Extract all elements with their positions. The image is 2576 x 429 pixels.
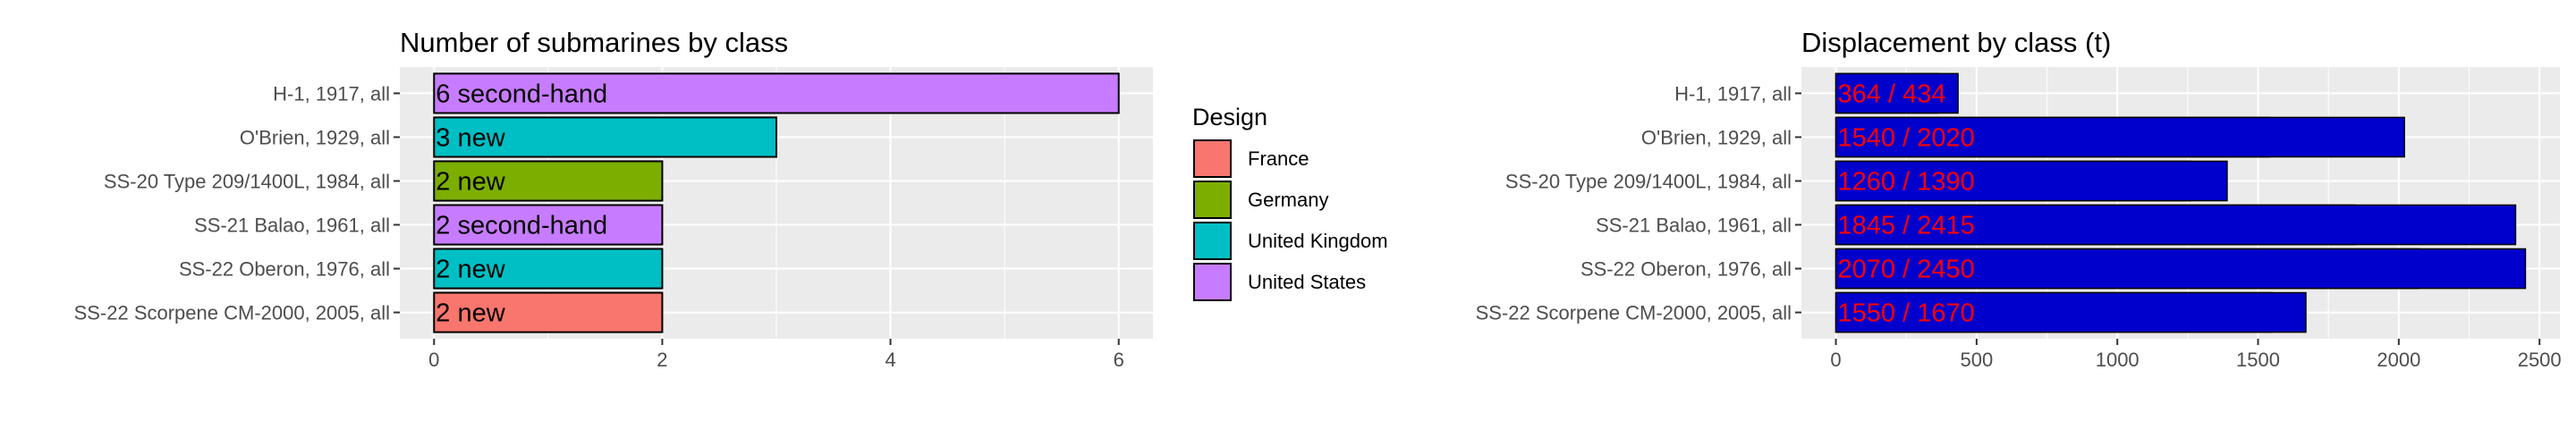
legend-label: Germany — [1248, 189, 1328, 211]
displacement-x-tick-label: 500 — [1961, 349, 1994, 371]
count-bar-label: 2 new — [436, 256, 505, 284]
displacement-x-tick-label: 2500 — [2518, 349, 2562, 371]
displacement-bar — [1835, 248, 2527, 290]
displacement-y-tick-label: H-1, 1917, all — [1674, 82, 1792, 105]
count-y-tick-label: H-1, 1917, all — [273, 82, 390, 105]
displacement-y-tick-label: O'Brien, 1929, all — [1641, 126, 1792, 148]
legend-label: United States — [1248, 271, 1366, 293]
count-bar-label: 2 second-hand — [436, 212, 607, 240]
count-y-tick-label: O'Brien, 1929, all — [240, 126, 390, 148]
count-bar — [433, 204, 664, 246]
legend-swatch — [1193, 263, 1232, 301]
displacement-x-tick-label: 1000 — [2096, 349, 2140, 371]
count-bar — [433, 291, 664, 333]
displacement-x-tick-label: 1500 — [2236, 349, 2280, 371]
count-x-tick-label: 6 — [1114, 349, 1124, 371]
count-y-tick-label: SS-22 Oberon, 1976, all — [179, 258, 390, 281]
legend-label: United Kingdom — [1248, 230, 1388, 252]
count-bar — [433, 160, 664, 202]
legend-label: France — [1248, 147, 1309, 170]
displacement-y-tick-label: SS-20 Type 209/1400L, 1984, all — [1505, 170, 1792, 192]
displacement-bar-label: 1260 / 1390 — [1838, 167, 1975, 196]
displacement-title: Displacement by class (t) — [1801, 27, 2111, 58]
count-bar — [433, 248, 664, 290]
count-y-tick-label: SS-21 Balao, 1961, all — [194, 214, 390, 237]
legend-swatch — [1193, 222, 1232, 260]
displacement-bar-label: 1845 / 2415 — [1838, 212, 1975, 240]
legend-swatch — [1193, 139, 1232, 178]
displacement-bar — [1835, 291, 2307, 333]
count-bar-label: 6 second-hand — [436, 80, 607, 108]
count-y-tick-label: SS-22 Scorpene CM-2000, 2005, all — [74, 302, 390, 324]
count-bar — [433, 116, 777, 158]
displacement-bar-label: 1550 / 1670 — [1838, 299, 1975, 328]
displacement-bar-label: 364 / 434 — [1838, 80, 1946, 108]
count-y-tick-label: SS-20 Type 209/1400L, 1984, all — [104, 170, 390, 192]
count-x-tick-label: 0 — [428, 349, 439, 371]
displacement-y-tick-label: SS-22 Scorpene CM-2000, 2005, all — [1476, 302, 1792, 324]
legend-swatch — [1193, 181, 1232, 219]
displacement-bar — [1835, 204, 2517, 246]
chart-displacement: 364 / 434 H-1, 1917, all 1540 / 2020 O'Brie… — [1476, 27, 2562, 371]
count-bar-label: 2 new — [436, 299, 505, 328]
count-bar-label: 3 new — [436, 123, 505, 152]
count-title: Number of submarines by class — [400, 27, 788, 58]
legend-title: Design — [1192, 104, 1267, 130]
displacement-y-tick-label: SS-22 Oberon, 1976, all — [1580, 258, 1792, 281]
chart-submarine-count: 6 second-hand H-1, 1917, all 3 new O'Brien,… — [74, 27, 1153, 371]
displacement-bar — [1835, 72, 1959, 114]
displacement-x-tick-label: 2000 — [2377, 349, 2420, 371]
displacement-bar — [1835, 116, 2405, 158]
count-bar — [433, 72, 1120, 114]
displacement-bar — [1835, 160, 2228, 202]
displacement-bar-label: 1540 / 2020 — [1838, 123, 1975, 152]
count-x-tick-label: 4 — [885, 349, 895, 371]
displacement-bar-label: 2070 / 2450 — [1838, 256, 1975, 284]
displacement-y-tick-label: SS-21 Balao, 1961, all — [1596, 214, 1792, 237]
displacement-x-tick-label: 0 — [1830, 349, 1841, 371]
legend-design: Design France Germany United Kingdom United … — [1192, 104, 1388, 301]
count-bar-label: 2 new — [436, 167, 505, 196]
count-x-tick-label: 2 — [657, 349, 667, 371]
